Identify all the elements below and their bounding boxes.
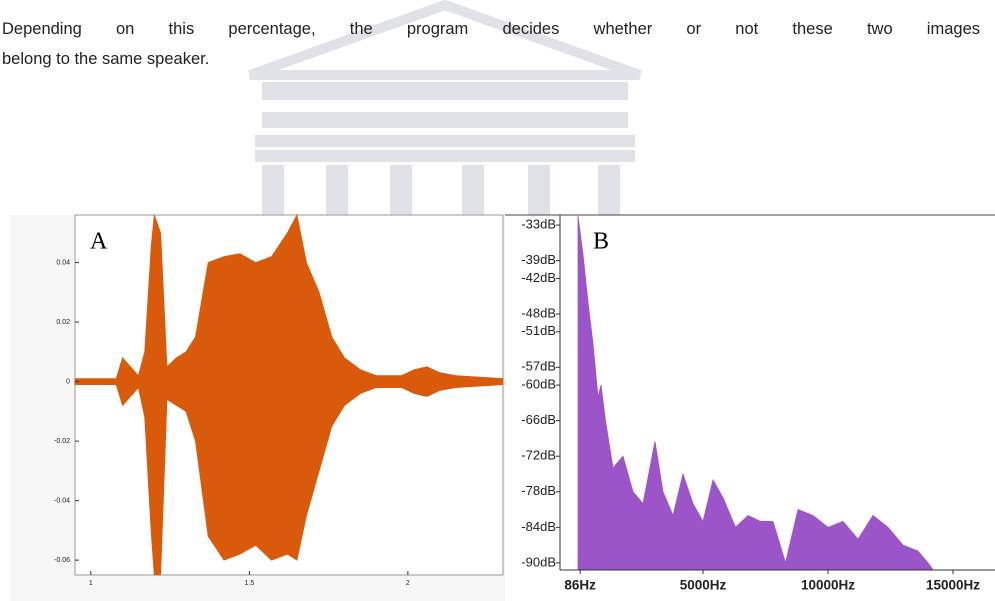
y-tick-label: -72dB [521, 448, 556, 463]
text-line: Depending on this percentage, the progra… [2, 20, 980, 39]
y-tick-label: -84dB [521, 519, 556, 534]
y-tick-label: 0.02 [56, 319, 70, 326]
x-tick-label: 10000Hz [801, 578, 855, 593]
x-tick-label: 1 [89, 580, 93, 587]
y-tick-label: -51dB [521, 323, 556, 338]
y-tick-label: 0 [66, 378, 70, 385]
x-tick-label: 86Hz [564, 578, 596, 593]
y-tick-label: -60dB [521, 377, 556, 392]
x-tick-label: 15000Hz [926, 578, 980, 593]
y-tick-label: -0.06 [54, 557, 70, 564]
y-tick-label: -33dB [521, 217, 556, 232]
y-tick-label: -39dB [521, 252, 556, 267]
text-line: belong to the same speaker. [2, 50, 980, 69]
y-tick-label: -0.04 [54, 497, 70, 504]
x-tick-label: 5000Hz [680, 578, 727, 593]
x-tick-label: 2 [406, 580, 410, 587]
x-tick-label: 1.5 [245, 580, 255, 587]
y-tick-label: -66dB [521, 412, 556, 427]
y-tick-label: -0.02 [54, 438, 70, 445]
panel-label: B [593, 229, 609, 255]
y-tick-label: -42dB [521, 270, 556, 285]
figure: 0.04 0.02 0 -0.02 -0.04 -0.06 1 1.5 2 A -33dB -39d… [0, 0, 995, 601]
y-tick-label: -90dB [521, 554, 556, 569]
y-tick-label: -57dB [521, 359, 556, 374]
y-tick-label: 0.04 [56, 259, 70, 266]
y-tick-label: -78dB [521, 483, 556, 498]
y-tick-label: -48dB [521, 305, 556, 320]
page: 0.04 0.02 0 -0.02 -0.04 -0.06 1 1.5 2 A -33dB -39d… [0, 0, 995, 601]
panel-label: A [90, 229, 108, 255]
